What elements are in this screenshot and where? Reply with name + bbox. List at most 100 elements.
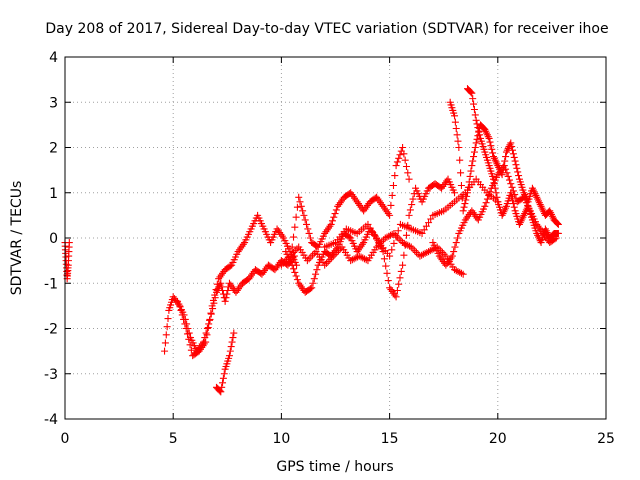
data-point	[468, 89, 476, 97]
data-point	[554, 229, 562, 237]
data-point	[481, 202, 489, 210]
data-point	[203, 325, 211, 332]
data-point	[507, 139, 515, 147]
x-tick-label: 20	[489, 431, 507, 447]
data-point	[373, 235, 381, 243]
data-point	[218, 383, 226, 391]
x-tick-label: 10	[272, 431, 290, 447]
y-tick-labels: -4 -3 -2 -1 0 1 2 3 4	[44, 50, 58, 428]
data-point	[201, 334, 209, 342]
data-point	[509, 146, 517, 154]
data-point	[472, 139, 480, 147]
data-point	[511, 191, 519, 199]
data-point	[181, 315, 189, 323]
data-point	[163, 323, 171, 331]
data-point	[400, 150, 408, 158]
data-point	[505, 176, 513, 184]
data-point	[456, 156, 464, 164]
data-point	[448, 252, 456, 260]
series-track-a	[61, 239, 73, 283]
data-point	[392, 293, 400, 301]
data-point	[470, 105, 478, 113]
data-point	[515, 172, 523, 180]
data-point	[467, 167, 475, 175]
y-tick-label: 0	[49, 231, 58, 247]
data-point	[304, 225, 312, 233]
series-track-j	[464, 85, 562, 247]
data-point	[330, 213, 338, 221]
data-point	[205, 320, 213, 328]
data-point	[393, 286, 401, 294]
x-tick-label: 15	[381, 431, 399, 447]
data-point	[400, 251, 408, 259]
data-point	[466, 172, 474, 180]
data-point	[486, 138, 494, 146]
data-point	[399, 144, 407, 151]
data-point	[185, 335, 193, 343]
data-point	[299, 207, 307, 215]
data-point	[472, 116, 480, 124]
data-point	[504, 172, 512, 180]
data-point	[503, 169, 511, 177]
data-point	[468, 162, 476, 170]
data-point	[223, 290, 231, 298]
data-point	[207, 310, 215, 318]
data-point	[500, 162, 508, 170]
y-tick-label: 4	[49, 50, 58, 66]
data-point	[218, 283, 226, 291]
data-point	[489, 149, 497, 157]
data-point	[485, 191, 493, 199]
data-point	[451, 189, 459, 197]
data-point	[459, 207, 467, 215]
data-point	[295, 193, 303, 201]
chart-title: Day 208 of 2017, Sidereal Day-to-day VTE…	[45, 21, 608, 37]
series-track-e	[288, 144, 413, 251]
data-point	[161, 347, 169, 355]
data-point	[386, 252, 394, 260]
data-point	[395, 154, 403, 162]
data-point	[554, 220, 562, 228]
data-point	[206, 315, 214, 323]
data-point	[291, 247, 299, 255]
x-tick-label: 5	[169, 431, 178, 447]
data-point	[425, 219, 433, 227]
data-point	[464, 183, 472, 191]
data-point	[473, 120, 481, 128]
data-point	[408, 201, 416, 209]
data-point	[65, 239, 73, 247]
data-point	[457, 169, 465, 177]
data-point	[470, 148, 478, 156]
data-point	[307, 253, 315, 261]
y-tick-label: -4	[44, 412, 58, 428]
data-point	[164, 315, 172, 323]
data-point	[210, 299, 218, 307]
data-point	[399, 261, 407, 269]
data-point	[474, 124, 482, 132]
data-point	[551, 235, 559, 243]
data-point	[452, 239, 460, 247]
data-point	[492, 189, 500, 197]
data-point	[222, 294, 230, 302]
data-point	[227, 343, 235, 351]
data-point	[322, 259, 330, 267]
data-point	[467, 88, 475, 96]
data-point	[460, 203, 468, 211]
data-point	[405, 175, 413, 183]
data-point	[305, 255, 313, 263]
data-point	[312, 270, 320, 278]
x-tick-label: 0	[61, 431, 70, 447]
data-point	[453, 131, 461, 139]
series-track-k	[429, 162, 560, 269]
x-tick-label: 25	[597, 431, 615, 447]
data-point	[438, 248, 446, 256]
data-point	[402, 163, 410, 171]
data-point	[508, 183, 516, 191]
plot-frame	[64, 56, 607, 420]
x-tick-labels: 0 5 10 15 20 25	[61, 431, 615, 447]
data-point	[471, 144, 479, 151]
data-point	[396, 151, 404, 159]
data-point	[366, 224, 374, 232]
series-track-c	[174, 252, 298, 355]
y-tick-label: -1	[44, 276, 58, 292]
tick-marks	[64, 56, 607, 420]
